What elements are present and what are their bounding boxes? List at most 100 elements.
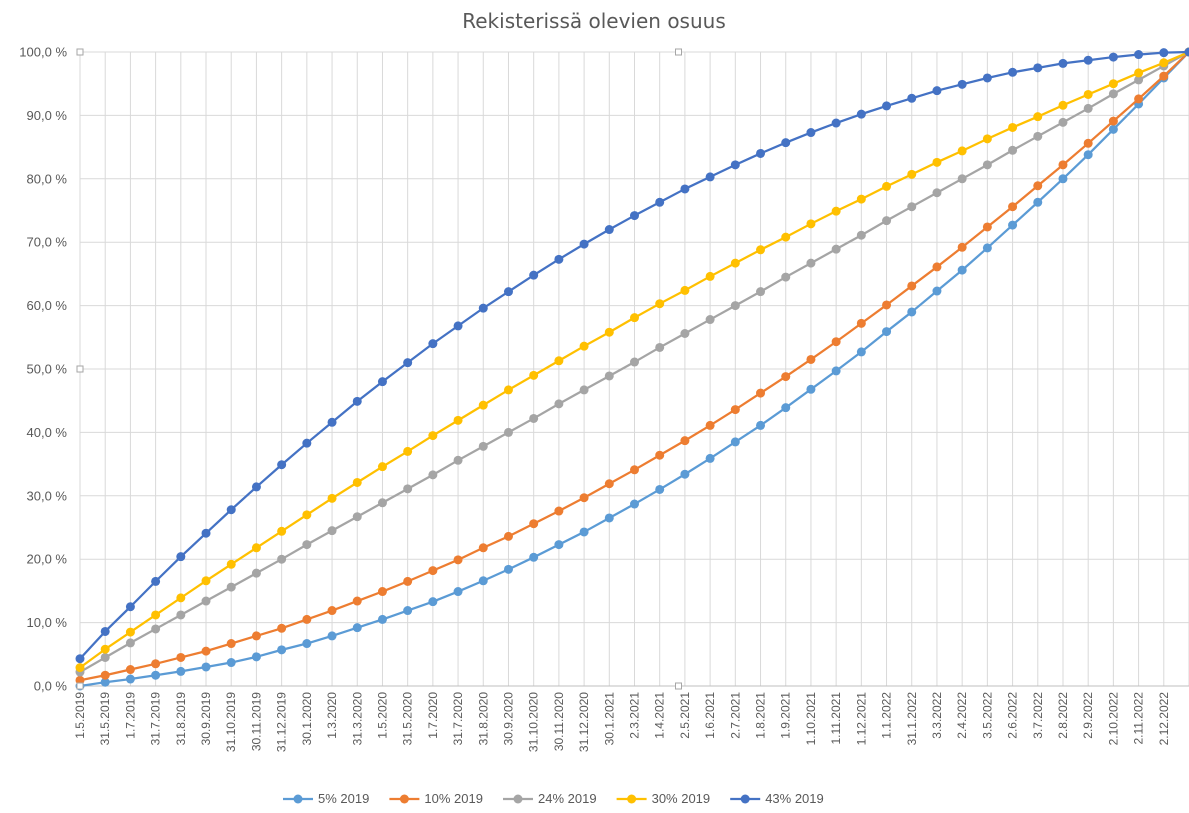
data-point: [327, 631, 337, 641]
data-point: [579, 493, 589, 503]
y-tick-label: 0,0 %: [34, 679, 68, 694]
data-point: [251, 568, 261, 578]
data-point: [1033, 112, 1043, 122]
data-point: [680, 184, 690, 194]
data-point: [1008, 220, 1018, 230]
data-point: [630, 465, 639, 475]
data-point: [503, 287, 513, 297]
data-point: [226, 639, 236, 649]
x-tick-label: 2.4.2022: [955, 692, 969, 739]
data-point: [579, 527, 589, 537]
x-tick-label: 1.5.2020: [375, 692, 389, 739]
data-point: [932, 157, 942, 167]
data-point: [831, 366, 841, 376]
x-tick-label: 31.1.2022: [905, 692, 919, 746]
x-tick-label: 1.5.2019: [73, 692, 87, 739]
series-0: [75, 47, 1189, 691]
data-point: [352, 596, 362, 606]
data-point: [579, 239, 589, 249]
x-tick-label: 2.8.2022: [1056, 692, 1070, 739]
data-point: [1108, 124, 1118, 134]
data-point: [630, 357, 639, 367]
data-point: [1134, 68, 1144, 78]
data-point: [604, 225, 614, 235]
data-point: [151, 624, 161, 634]
data-point: [1083, 103, 1093, 113]
data-point: [403, 358, 413, 368]
legend-marker: [627, 794, 637, 804]
series-3: [75, 47, 1189, 673]
data-point: [1058, 117, 1068, 127]
horizontal-gridlines: [80, 51, 1189, 687]
data-point: [831, 244, 841, 254]
data-point: [529, 413, 539, 423]
data-point: [226, 505, 236, 515]
data-point: [403, 446, 413, 456]
legend-marker: [399, 794, 409, 804]
x-tick-label: 31.12.2020: [577, 692, 591, 752]
data-point: [503, 385, 513, 395]
x-tick-label: 31.10.2020: [527, 692, 541, 752]
data-point: [302, 438, 312, 448]
data-point: [100, 652, 110, 662]
data-point: [882, 181, 892, 191]
resize-handle[interactable]: [76, 48, 84, 56]
data-point: [856, 230, 866, 240]
data-point: [1108, 89, 1118, 99]
x-tick-label: 30.9.2019: [199, 692, 213, 746]
y-tick-label: 10,0 %: [27, 615, 68, 630]
data-point: [554, 399, 564, 409]
data-point: [705, 271, 715, 281]
data-point: [1033, 181, 1043, 191]
data-point: [680, 469, 690, 479]
selection-handles: [76, 48, 682, 690]
data-point: [856, 109, 866, 119]
data-point: [982, 73, 992, 83]
series-4: [75, 47, 1189, 664]
resize-handle[interactable]: [76, 682, 84, 690]
data-point: [856, 194, 866, 204]
resize-handle[interactable]: [76, 365, 84, 373]
data-point: [756, 287, 766, 297]
data-point: [478, 543, 488, 553]
data-point: [1033, 131, 1043, 141]
y-tick-label: 80,0 %: [27, 171, 68, 186]
data-point: [453, 587, 463, 597]
series-2: [75, 47, 1189, 677]
data-point: [882, 101, 892, 111]
data-point: [806, 384, 816, 394]
x-tick-label: 3.3.2022: [930, 692, 944, 739]
data-point: [352, 396, 362, 406]
resize-handle[interactable]: [675, 48, 682, 56]
x-tick-label: 30.11.2020: [552, 692, 566, 751]
data-point: [478, 441, 488, 451]
data-point: [1159, 48, 1169, 58]
data-point: [554, 540, 564, 550]
data-point: [655, 450, 665, 460]
data-point: [100, 670, 110, 680]
data-point: [756, 388, 766, 398]
data-point: [377, 498, 387, 508]
data-point: [100, 677, 110, 687]
legend: 5% 2019 10% 2019 24% 2019 30% 2019 43% 2019: [283, 791, 824, 806]
data-point: [655, 197, 665, 207]
y-tick-label: 20,0 %: [27, 552, 68, 567]
data-point: [1058, 174, 1068, 184]
data-point: [453, 555, 463, 565]
y-tick-label: 30,0 %: [27, 488, 68, 503]
data-point: [1008, 122, 1018, 132]
x-tick-label: 31.8.2019: [174, 692, 188, 746]
legend-marker: [293, 794, 303, 804]
data-point: [781, 232, 791, 242]
data-point: [151, 659, 161, 669]
x-tick-label: 3.5.2022: [980, 692, 994, 739]
data-point: [503, 564, 513, 574]
x-tick-label: 30.9.2020: [501, 692, 515, 746]
x-tick-label: 31.8.2020: [476, 692, 490, 746]
data-point: [377, 587, 387, 597]
data-point: [831, 337, 841, 347]
resize-handle[interactable]: [675, 682, 682, 690]
data-point: [907, 169, 917, 179]
x-tick-label: 31.10.2019: [224, 692, 238, 752]
data-point: [226, 559, 236, 569]
